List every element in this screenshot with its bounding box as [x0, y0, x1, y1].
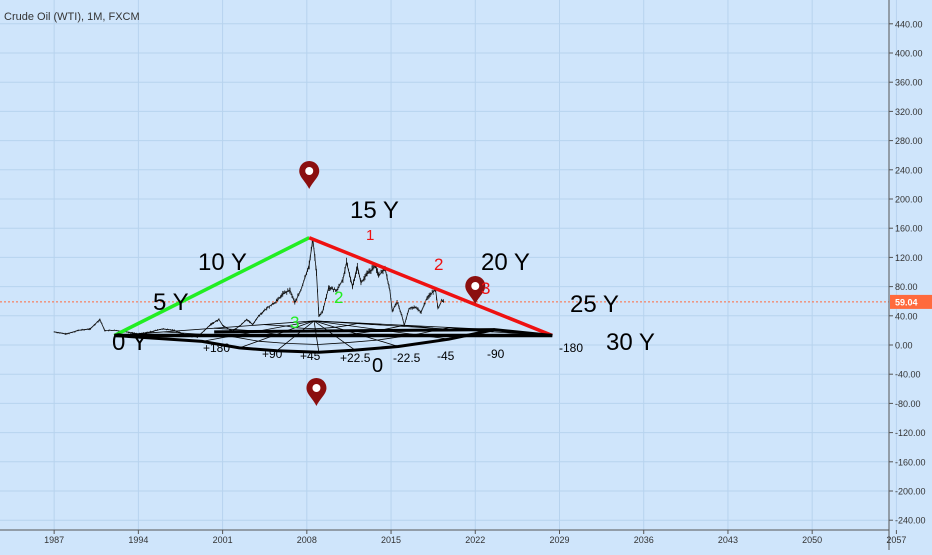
price-tick-label: 240.00	[895, 165, 923, 175]
price-tick-label: -160.00	[895, 457, 926, 467]
price-tick-label: 400.00	[895, 49, 923, 59]
annotation-labels: 0 Y5 Y 10 Y 15 Y 20 Y 25 Y 30 Y 2 3 1 2 3 +180 +90 +4…	[112, 197, 655, 377]
fan-angle-label: +180	[203, 341, 230, 355]
green-wave-label: 3	[290, 313, 299, 332]
chart-title: Crude Oil (WTI), 1M, FXCM	[4, 11, 140, 23]
fan-outer-web[interactable]	[114, 328, 553, 354]
price-tick-label: 440.00	[895, 19, 923, 29]
fan-angle-label: -22.5	[393, 351, 421, 365]
green-trend-line[interactable]	[113, 236, 311, 338]
fan-angle-label: -45	[437, 349, 455, 363]
price-tick-label: -200.00	[895, 487, 926, 497]
time-tick-label: 2036	[634, 535, 654, 545]
location-pin-icon[interactable]	[465, 276, 486, 304]
time-tick-label: 2001	[213, 535, 233, 545]
location-pin-hole	[305, 167, 314, 175]
red-wave-label: 1	[366, 227, 374, 244]
location-pin-icon[interactable]	[306, 378, 327, 406]
red-wave-label: 3	[481, 279, 490, 298]
grid	[0, 0, 897, 530]
time-tick-label: 2015	[381, 535, 401, 545]
time-tick-label: 1994	[128, 535, 148, 545]
price-tick-label: -40.00	[895, 370, 921, 380]
cycle-label: 15 Y	[350, 197, 399, 224]
price-tick-label: 200.00	[895, 195, 923, 205]
cycle-label: 25 Y	[570, 291, 619, 318]
cycle-label: 5 Y	[153, 289, 189, 316]
fan-angle-label: -90	[487, 347, 505, 361]
location-pin-hole	[312, 384, 321, 392]
cycle-label: 0 Y	[112, 329, 148, 356]
price-tick-label: 280.00	[895, 136, 923, 146]
time-tick-label: 2008	[297, 535, 317, 545]
current-price-tag	[890, 294, 932, 309]
cycle-label: 10 Y	[198, 249, 247, 276]
time-tick-label: 2057	[886, 535, 906, 545]
price-tick-label: 360.00	[895, 78, 923, 88]
price-tick-label: 120.00	[895, 253, 923, 263]
cycle-label: 20 Y	[481, 249, 530, 276]
red-wave-label: 2	[434, 255, 443, 274]
fan-angle-label: +90	[262, 347, 283, 361]
fan-angle-label: 0	[372, 355, 383, 377]
red-trend-line[interactable]	[308, 236, 553, 338]
price-tick-label: -120.00	[895, 428, 926, 438]
fan-upper-web[interactable]	[214, 328, 495, 334]
time-tick-label: 2050	[802, 535, 822, 545]
price-tick-label: -240.00	[895, 516, 926, 526]
time-tick-label: 1987	[44, 535, 64, 545]
time-tick-label: 2029	[549, 535, 569, 545]
fan-line[interactable]	[114, 320, 315, 336]
location-pin-hole	[471, 282, 480, 290]
location-pin-icon[interactable]	[299, 161, 320, 189]
fan-ring[interactable]	[264, 322, 374, 330]
green-wave-label: 2	[334, 288, 343, 307]
price-tick-label: 160.00	[895, 224, 923, 234]
price-tick-label: 40.00	[895, 311, 918, 321]
fan-angle-label: +22.5	[340, 351, 371, 365]
fan-angle-label: +45	[300, 349, 321, 363]
drawing-tools[interactable]	[113, 236, 553, 354]
markers[interactable]	[299, 161, 486, 406]
current-price-label: 59.04	[895, 297, 918, 307]
price-tick-label: 320.00	[895, 107, 923, 117]
price-tick-label: 80.00	[895, 282, 918, 292]
time-tick-label: 2022	[465, 535, 485, 545]
price-tick-label: 0.00	[895, 341, 913, 351]
fan-angle-label: -180	[559, 341, 583, 355]
time-tick-label: 2043	[718, 535, 738, 545]
cycle-label: 30 Y	[606, 329, 655, 356]
price-tick-label: -80.00	[895, 399, 921, 409]
